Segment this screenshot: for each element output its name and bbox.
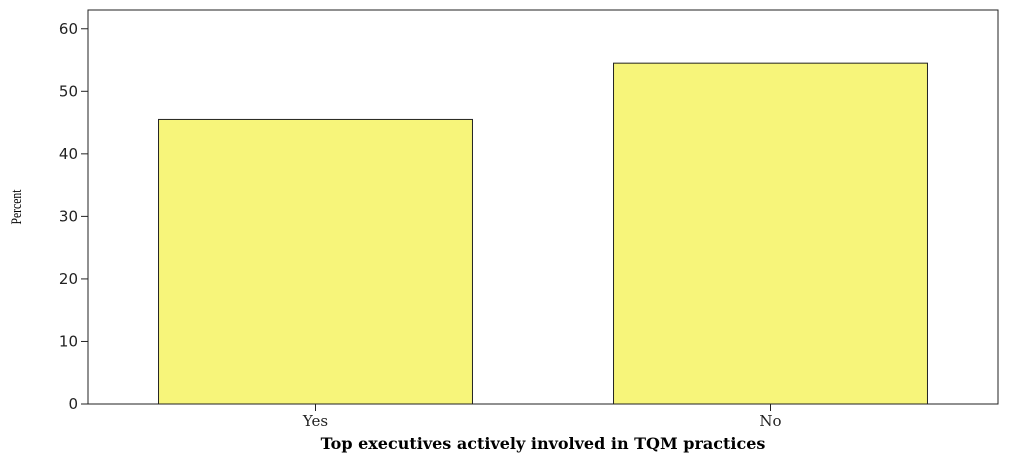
- y-axis-title: Percent: [8, 189, 25, 224]
- bars-group: [158, 62, 928, 405]
- bar-yes: [158, 118, 473, 405]
- x-tick-label: Yes: [302, 412, 328, 430]
- y-tick-label: 0: [68, 395, 78, 413]
- y-axis: 0 10 20 30 40 50 60: [59, 20, 88, 413]
- x-axis-title: Top executives actively involved in TQM …: [321, 434, 766, 453]
- bar-no: [613, 62, 928, 405]
- y-tick-label: 10: [59, 332, 78, 350]
- y-tick-label: 30: [59, 207, 78, 225]
- x-tick-label: No: [759, 412, 781, 430]
- x-axis: Yes No: [302, 404, 782, 430]
- y-tick-label: 50: [59, 82, 78, 100]
- y-tick-label: 40: [59, 145, 78, 163]
- y-tick-label: 20: [59, 270, 78, 288]
- y-tick-label: 60: [59, 20, 78, 38]
